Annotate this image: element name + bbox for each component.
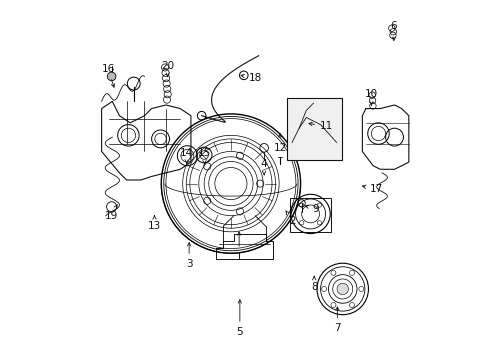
Text: 10: 10 [364,89,377,105]
Text: 2: 2 [285,211,295,226]
Text: 20: 20 [161,61,174,76]
Text: 19: 19 [105,205,118,221]
Text: 3: 3 [185,243,192,269]
Bar [286,98,341,160]
Text: 8: 8 [310,276,317,292]
Text: 15: 15 [198,148,211,164]
Text: 9: 9 [305,203,319,213]
Text: 7: 7 [333,307,340,333]
Text: 4: 4 [260,159,267,175]
Text: 12: 12 [273,134,286,153]
Text: 6: 6 [390,21,396,41]
Text: 11: 11 [308,121,333,131]
Circle shape [107,72,116,81]
Circle shape [336,283,348,295]
Text: 18: 18 [241,73,261,83]
Bar [290,198,331,232]
Text: 14: 14 [180,148,193,164]
Text: 13: 13 [147,216,161,231]
Text: 1: 1 [235,232,242,262]
Text: 17: 17 [362,184,383,194]
Text: 5: 5 [236,300,243,337]
Text: 16: 16 [101,64,114,87]
